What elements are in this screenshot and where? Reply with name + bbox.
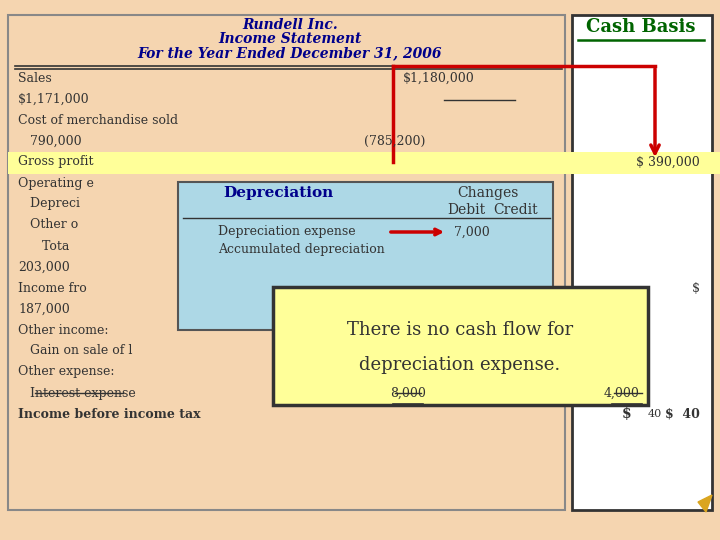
Bar	[273, 287, 648, 405]
Text: Operating e: Operating e	[18, 177, 94, 190]
Text: Accumulated depreciation: Accumulated depreciation	[218, 244, 384, 256]
Text: 7,000: 7,000	[454, 226, 490, 239]
Text: Depreciation: Depreciation	[223, 186, 333, 200]
Text: Other income:: Other income:	[18, 323, 109, 336]
Text: Gain on sale of l: Gain on sale of l	[18, 345, 132, 357]
Text: 187,000: 187,000	[18, 302, 70, 315]
Text: Rundell Inc.: Rundell Inc.	[242, 18, 338, 32]
Text: Income before income tax: Income before income tax	[18, 408, 201, 421]
Text: For the Year Ended December 31, 2006: For the Year Ended December 31, 2006	[138, 46, 442, 60]
Text: Income fro: Income fro	[18, 281, 86, 294]
Text: depreciation expense.: depreciation expense.	[359, 356, 561, 374]
Text: Income Statement: Income Statement	[218, 32, 361, 46]
Text: (785,200): (785,200)	[364, 134, 426, 147]
Bar	[8, 152, 720, 174]
Text: Other expense:: Other expense:	[18, 366, 114, 379]
Text: 790,000: 790,000	[18, 134, 81, 147]
Text: Debit: Debit	[447, 203, 485, 217]
Text: Tota: Tota	[18, 240, 69, 253]
Text: Cash Basis: Cash Basis	[586, 18, 696, 36]
Text: There is no cash flow for: There is no cash flow for	[347, 321, 573, 339]
Text: Gross profit: Gross profit	[18, 156, 94, 168]
Text: Other o: Other o	[18, 219, 78, 232]
Text: 203,000: 203,000	[18, 260, 70, 273]
Text: $  40: $ 40	[665, 408, 700, 421]
Bar	[8, 15, 565, 510]
Text: $ 390,000: $ 390,000	[636, 156, 700, 168]
Text: $: $	[692, 281, 700, 294]
Bar	[572, 15, 712, 510]
Text: $1,180,000: $1,180,000	[403, 71, 475, 84]
Text: 40: 40	[648, 409, 662, 419]
Text: Credit: Credit	[494, 203, 539, 217]
Bar	[178, 182, 553, 330]
Polygon shape	[698, 495, 712, 512]
Text: 4,000: 4,000	[604, 387, 640, 400]
Text: Cost of merchandise sold: Cost of merchandise sold	[18, 113, 178, 126]
Text: $1,171,000: $1,171,000	[18, 92, 89, 105]
Text: Depreci: Depreci	[18, 198, 80, 211]
Text: Depreciation expense: Depreciation expense	[218, 226, 356, 239]
Text: 8,000: 8,000	[390, 387, 426, 400]
Text: $: $	[622, 407, 631, 421]
Text: Changes: Changes	[457, 186, 518, 200]
Text: Interest expense: Interest expense	[18, 387, 136, 400]
Text: Sales: Sales	[18, 71, 52, 84]
